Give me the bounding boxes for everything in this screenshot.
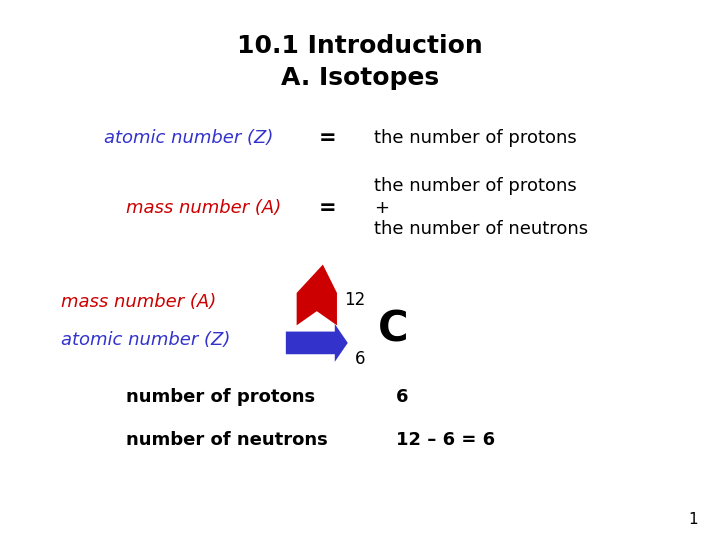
Text: mass number (A): mass number (A) — [61, 293, 217, 312]
Text: 6: 6 — [396, 388, 408, 406]
Text: the number of protons: the number of protons — [374, 129, 577, 147]
Text: number of protons: number of protons — [126, 388, 315, 406]
Text: +: + — [374, 199, 390, 217]
Text: 6: 6 — [354, 350, 365, 368]
Text: =: = — [319, 127, 336, 148]
Polygon shape — [286, 324, 348, 362]
Polygon shape — [297, 265, 337, 325]
Text: atomic number (Z): atomic number (Z) — [104, 129, 274, 147]
Text: number of neutrons: number of neutrons — [126, 431, 328, 449]
Text: 12 – 6 = 6: 12 – 6 = 6 — [396, 431, 495, 449]
Text: the number of neutrons: the number of neutrons — [374, 220, 588, 239]
Text: atomic number (Z): atomic number (Z) — [61, 331, 230, 349]
Text: A. Isotopes: A. Isotopes — [281, 66, 439, 90]
Text: C: C — [378, 308, 409, 350]
Text: 1: 1 — [689, 511, 698, 526]
Text: =: = — [319, 198, 336, 218]
Text: 12: 12 — [343, 291, 365, 309]
Text: mass number (A): mass number (A) — [126, 199, 282, 217]
Text: the number of protons: the number of protons — [374, 177, 577, 195]
Text: 10.1 Introduction: 10.1 Introduction — [237, 34, 483, 58]
